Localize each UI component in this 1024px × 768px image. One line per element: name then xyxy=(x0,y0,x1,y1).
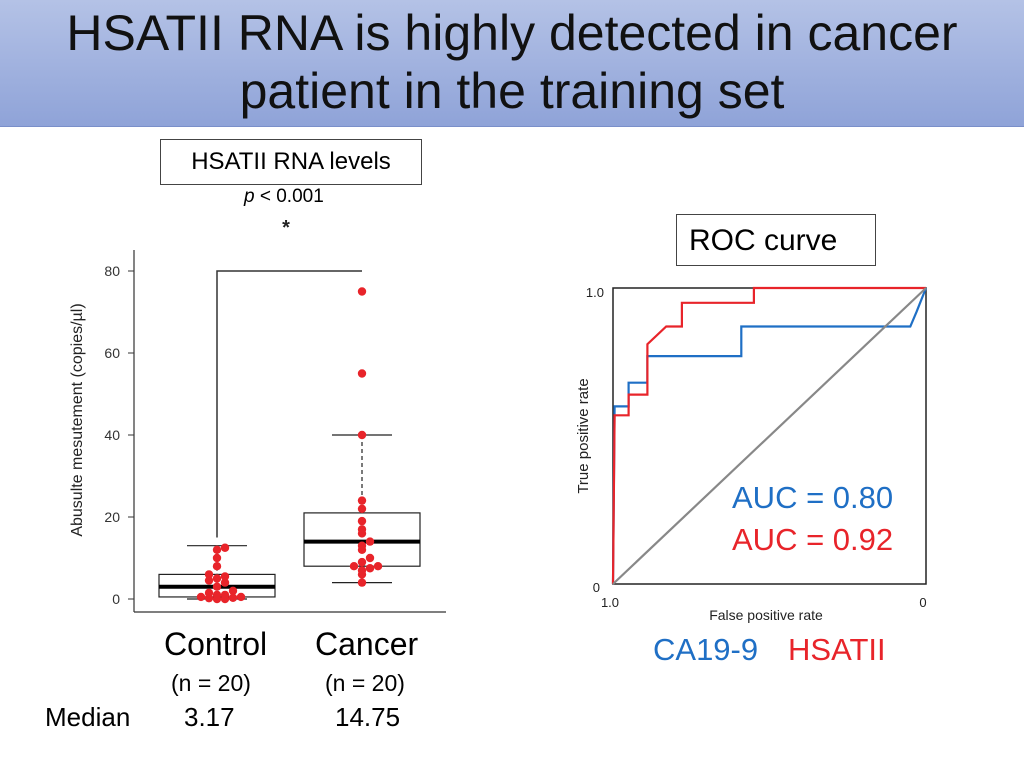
data-point xyxy=(212,553,222,563)
data-point xyxy=(220,590,230,600)
significance-bracket xyxy=(216,270,362,538)
data-point xyxy=(365,553,375,563)
data-point xyxy=(212,590,222,600)
roc-curve-hsatii xyxy=(611,286,926,585)
data-point xyxy=(357,578,367,587)
data-point xyxy=(212,545,222,554)
data-point xyxy=(357,541,367,550)
data-point xyxy=(365,564,375,573)
slide-title: HSATII RNA is highly detected in cancer … xyxy=(66,5,958,119)
data-point xyxy=(357,369,367,378)
data-point xyxy=(373,562,383,571)
legend-ca19-9: CA19-9 xyxy=(653,632,759,667)
group-label-cancer: Cancer xyxy=(315,626,419,662)
data-point xyxy=(204,576,214,585)
median-cancer: 14.75 xyxy=(335,702,401,732)
legend-hsatii: HSATII xyxy=(788,632,886,667)
data-point xyxy=(220,543,230,552)
y-axis-title: Abusulte mesutement (copies/µl) xyxy=(69,303,86,536)
data-point xyxy=(357,516,367,526)
auc-blue: AUC = 0.80 xyxy=(732,480,894,515)
p-symbol: p xyxy=(244,186,255,207)
data-point xyxy=(220,572,230,581)
data-point xyxy=(357,496,367,505)
data-point xyxy=(220,578,230,587)
y-tick-label: 80 xyxy=(104,263,120,279)
data-point xyxy=(212,582,222,591)
roc-x-tick-label: 1.0 xyxy=(601,595,619,610)
auc-red: AUC = 0.92 xyxy=(732,522,894,557)
median-label: Median xyxy=(45,702,131,732)
y-tick-label: 0 xyxy=(112,591,120,607)
group-n-control: (n = 20) xyxy=(171,670,251,696)
data-point xyxy=(212,562,222,571)
data-point xyxy=(204,588,214,598)
roc-label-box: ROC curve xyxy=(676,214,876,266)
group-label-control: Control xyxy=(164,626,268,662)
data-point xyxy=(357,504,367,513)
data-point xyxy=(212,574,222,583)
data-point xyxy=(236,592,246,602)
median-control: 3.17 xyxy=(184,702,235,732)
roc-y-tick-label: 0 xyxy=(593,580,600,595)
roc-y-tick-label: 1.0 xyxy=(586,285,604,300)
roc-curve-reference xyxy=(612,287,927,585)
data-point xyxy=(357,430,367,440)
data-point xyxy=(349,562,359,571)
data-point xyxy=(357,566,367,575)
data-point xyxy=(357,287,367,296)
group-n-cancer: (n = 20) xyxy=(325,670,405,696)
levels-label-box: HSATII RNA levels xyxy=(160,139,422,185)
title-bar: HSATII RNA is highly detected in cancer … xyxy=(0,0,1024,127)
significance-star: * xyxy=(282,217,290,239)
y-tick-label: 40 xyxy=(104,427,120,443)
data-point xyxy=(196,592,206,602)
roc-y-axis-title: True positive rate xyxy=(575,378,592,493)
data-point xyxy=(228,593,238,602)
data-point xyxy=(357,525,367,534)
roc-x-axis-title: False positive rate xyxy=(709,607,823,623)
y-tick-label: 60 xyxy=(104,345,120,361)
data-point xyxy=(357,557,367,567)
data-point xyxy=(365,537,375,546)
data-point xyxy=(228,586,238,595)
p-value: p < 0.001 xyxy=(244,186,324,208)
roc-x-tick-label: 0 xyxy=(919,595,926,610)
y-tick-label: 20 xyxy=(104,509,120,525)
p-value-text: < 0.001 xyxy=(254,186,324,207)
data-point xyxy=(204,570,214,579)
